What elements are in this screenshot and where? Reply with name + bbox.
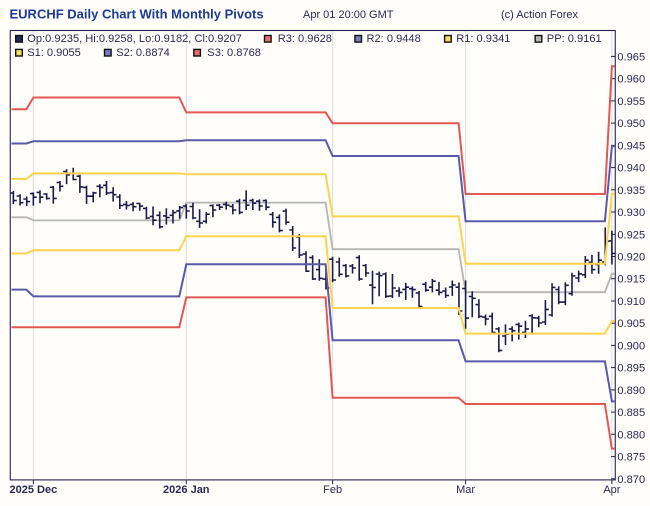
svg-text:EURCHF Daily Chart With Monthl: EURCHF Daily Chart With Monthly Pivots: [10, 6, 264, 21]
svg-text:R3: 0.9628: R3: 0.9628: [278, 33, 332, 45]
svg-text:0.965: 0.965: [617, 51, 645, 63]
svg-text:R2: 0.9448: R2: 0.9448: [367, 33, 421, 45]
svg-text:Apr: Apr: [603, 484, 620, 496]
svg-text:0.950: 0.950: [617, 118, 645, 130]
svg-text:Mar: Mar: [456, 484, 475, 496]
svg-text:0.935: 0.935: [617, 185, 645, 197]
svg-text:Op:0.9235, Hi:0.9258, Lo:0.918: Op:0.9235, Hi:0.9258, Lo:0.9182, Cl:0.92…: [27, 33, 242, 45]
svg-text:R1: 0.9341: R1: 0.9341: [456, 33, 510, 45]
svg-text:Feb: Feb: [323, 484, 342, 496]
svg-text:S3: 0.8768: S3: 0.8768: [207, 47, 261, 59]
svg-text:0.870: 0.870: [617, 474, 645, 486]
svg-text:S2: 0.8874: S2: 0.8874: [116, 47, 170, 59]
svg-text:0.960: 0.960: [617, 74, 645, 86]
svg-text:0.885: 0.885: [617, 407, 645, 419]
svg-text:0.940: 0.940: [617, 163, 645, 175]
svg-text:0.900: 0.900: [617, 340, 645, 352]
svg-text:0.955: 0.955: [617, 96, 645, 108]
svg-text:2025 Dec: 2025 Dec: [9, 484, 57, 496]
svg-text:0.880: 0.880: [617, 429, 645, 441]
svg-text:S1: 0.9055: S1: 0.9055: [27, 47, 81, 59]
svg-text:0.875: 0.875: [617, 452, 645, 464]
svg-text:(c) Action Forex: (c) Action Forex: [501, 9, 579, 21]
svg-text:0.895: 0.895: [617, 363, 645, 375]
svg-text:2026 Jan: 2026 Jan: [163, 484, 210, 496]
svg-text:0.910: 0.910: [617, 296, 645, 308]
svg-text:0.905: 0.905: [617, 318, 645, 330]
svg-text:Apr 01 20:00 GMT: Apr 01 20:00 GMT: [303, 9, 394, 21]
svg-text:PP: 0.9161: PP: 0.9161: [547, 33, 602, 45]
svg-text:0.945: 0.945: [617, 140, 645, 152]
svg-text:0.930: 0.930: [617, 207, 645, 219]
svg-text:0.915: 0.915: [617, 274, 645, 286]
svg-text:0.890: 0.890: [617, 385, 645, 397]
svg-text:0.920: 0.920: [617, 252, 645, 264]
svg-text:0.925: 0.925: [617, 229, 645, 241]
